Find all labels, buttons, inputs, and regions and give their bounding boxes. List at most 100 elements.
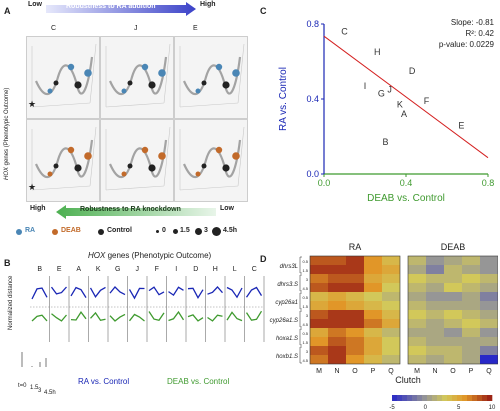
- clutch-label: H: [213, 266, 218, 273]
- heatmap-cell: [346, 319, 364, 328]
- gene-label: hoxb1.S: [276, 354, 298, 360]
- gene-label: cyp26a1.S: [270, 318, 298, 324]
- time-label: 0.5: [302, 259, 308, 264]
- heatmap-cell: [346, 310, 364, 319]
- column-label: O: [352, 368, 358, 375]
- colorbar-step: [422, 395, 428, 401]
- landscape-cell: [174, 36, 248, 119]
- colorbar-step: [477, 395, 483, 401]
- heatmap-cell: [408, 256, 426, 265]
- heatmap-cell: [328, 292, 346, 301]
- heatmap-cell: [328, 283, 346, 292]
- colorbar-step: [432, 395, 438, 401]
- heatmap-cell: [480, 265, 498, 274]
- size-legend-dot-2: [195, 228, 202, 235]
- heatmap-cell: [444, 292, 462, 301]
- heatmap-cell: [480, 301, 498, 310]
- heatmap-cell: [310, 355, 328, 364]
- landscape-point: [195, 88, 201, 94]
- heatmap-cell: [444, 328, 462, 337]
- heatmap-cell: [426, 265, 444, 274]
- panel-a-legend: RA DEAB Control 0 1.5 3 4.5h: [16, 227, 256, 239]
- colorbar-step: [437, 395, 443, 401]
- colorbar-tick: 10: [489, 405, 496, 410]
- heatmap-cell: [382, 310, 400, 319]
- heatmap-cell: [444, 256, 462, 265]
- heatmap-cell: [408, 355, 426, 364]
- panel-a-col-j: J: [134, 25, 138, 32]
- deab-legend-label: DEAB: [61, 227, 81, 234]
- point-label-i: I: [364, 81, 367, 91]
- landscape-point: [195, 171, 201, 177]
- heatmap-cell: [426, 274, 444, 283]
- panel-b-letter: B: [4, 258, 11, 268]
- start-star: ★: [28, 182, 36, 192]
- time-label: 0.5: [302, 331, 308, 336]
- landscape-point: [74, 164, 82, 172]
- size-legend-label-1: 1.5: [180, 227, 190, 234]
- x-tick-label: 0.8: [482, 178, 495, 188]
- heatmap-cell: [382, 256, 400, 265]
- clutch-label: C: [252, 266, 257, 273]
- heatmap-cell: [480, 292, 498, 301]
- heatmap-cell: [480, 328, 498, 337]
- point-label-k: K: [397, 100, 403, 110]
- heatmap-cell: [426, 301, 444, 310]
- heatmap-cell: [480, 256, 498, 265]
- column-label: N: [432, 368, 437, 375]
- clutch-label: I: [175, 266, 177, 273]
- heatmap-cell: [346, 283, 364, 292]
- heatmap-cell: [346, 337, 364, 346]
- gene-label: hoxa1.S: [276, 336, 298, 342]
- gene-label: dhrs3L: [280, 264, 298, 270]
- time-scale-bar: [21, 352, 47, 367]
- heatmap-cell: [310, 319, 328, 328]
- y-tick-label: 0.8: [306, 19, 319, 29]
- size-legend-label-2: 3: [204, 227, 208, 234]
- gene-bracket: [299, 310, 302, 328]
- ra-trace: [31, 287, 48, 300]
- heatmap-cell: [426, 355, 444, 364]
- heatmap-cell: [328, 274, 346, 283]
- ra-legend-dot: [16, 229, 22, 235]
- heatmap-cell: [426, 310, 444, 319]
- heatmap-cell: [382, 355, 400, 364]
- colorbar-step: [412, 395, 418, 401]
- deab-trace: [226, 311, 243, 322]
- heatmap-cell: [480, 319, 498, 328]
- clutch-label: F: [155, 266, 159, 273]
- landscape-point: [84, 69, 92, 77]
- time-label: 3: [306, 277, 309, 282]
- heatmap-cell: [346, 292, 364, 301]
- landscape-axes: [31, 43, 97, 108]
- group-label-deab: DEAB: [441, 242, 466, 252]
- clutch-label: B: [37, 266, 42, 273]
- control-legend-label: Control: [107, 227, 132, 234]
- clutch-label: E: [57, 266, 62, 273]
- heatmap-cell: [480, 310, 498, 319]
- landscape-point: [47, 171, 53, 177]
- colorbar-step: [407, 395, 413, 401]
- landscape-cell: [174, 119, 248, 202]
- point-label-e: E: [458, 120, 464, 130]
- landscape-point: [74, 81, 82, 89]
- heatmap-cell: [480, 355, 498, 364]
- heatmap-cell: [382, 319, 400, 328]
- heatmap-cell: [310, 292, 328, 301]
- landscape-cell: [100, 36, 174, 119]
- scale-t2: 3: [38, 388, 42, 394]
- colorbar-step: [472, 395, 478, 401]
- heatmap-cell: [346, 256, 364, 265]
- heatmap-cell: [382, 274, 400, 283]
- heatmap-cell: [426, 319, 444, 328]
- ra-trace: [109, 286, 126, 296]
- heatmap-cell: [408, 301, 426, 310]
- heatmap-cell: [462, 328, 480, 337]
- panel-a-col-c: C: [51, 25, 57, 32]
- heatmap-cell: [364, 310, 382, 319]
- heatmap-cell: [426, 256, 444, 265]
- landscape-axes: [105, 126, 171, 191]
- landscape-point: [127, 80, 133, 86]
